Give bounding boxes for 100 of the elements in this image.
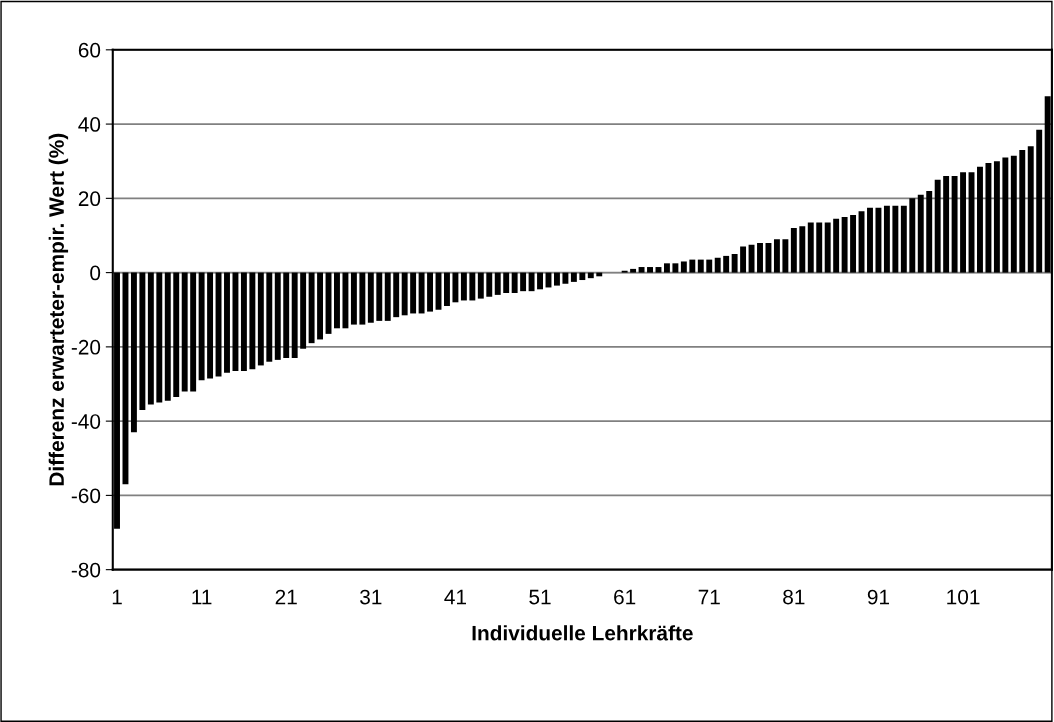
bar	[638, 267, 645, 273]
bar	[909, 198, 916, 273]
bar	[587, 272, 594, 279]
y-tick-label: 20	[78, 191, 101, 207]
bar	[714, 257, 721, 273]
bar	[537, 272, 543, 290]
bar	[469, 272, 476, 301]
bar	[528, 272, 535, 292]
bar	[164, 272, 171, 401]
x-tick-label: 101	[947, 589, 980, 605]
bar	[410, 272, 417, 314]
bar	[452, 272, 459, 303]
bar	[249, 272, 256, 370]
bar	[985, 163, 992, 273]
bar	[224, 272, 230, 373]
bar	[1019, 150, 1026, 273]
bar	[731, 254, 738, 273]
y-tick-label: -20	[71, 339, 101, 355]
bar	[393, 272, 400, 318]
x-tick-label: 11	[192, 589, 212, 605]
bar	[740, 246, 747, 273]
bar	[511, 272, 518, 294]
x-tick-label: 31	[360, 589, 382, 605]
bar	[757, 242, 763, 273]
bar	[782, 239, 789, 273]
bar	[274, 272, 281, 360]
bar	[418, 272, 425, 314]
bar	[147, 272, 154, 405]
bar	[883, 205, 890, 273]
bar	[308, 272, 315, 344]
bar	[841, 216, 848, 273]
bar	[917, 194, 924, 273]
bar	[900, 205, 907, 273]
bar	[291, 272, 298, 359]
bar	[198, 272, 205, 381]
x-tick-label: 91	[867, 589, 890, 605]
x-tick-label: 1	[112, 589, 122, 605]
bar	[934, 179, 941, 273]
bar	[697, 259, 704, 273]
bar	[672, 263, 679, 273]
x-axis-title: Individuelle Lehrkräfte	[472, 625, 693, 641]
bar	[850, 215, 857, 273]
bar	[816, 222, 823, 273]
bar	[317, 272, 324, 340]
x-tick-label: 81	[783, 589, 805, 605]
y-tick-label: 0	[90, 265, 101, 281]
bar	[494, 272, 501, 295]
bar	[367, 272, 374, 323]
bar	[790, 228, 797, 273]
bar	[240, 272, 247, 371]
bar	[943, 176, 950, 273]
bar	[444, 272, 450, 307]
bar	[723, 255, 730, 273]
bar	[680, 261, 687, 273]
bar	[503, 272, 510, 294]
bar	[232, 272, 239, 371]
bar	[139, 272, 146, 410]
bar	[266, 272, 273, 362]
bar	[427, 272, 434, 312]
bar	[173, 272, 180, 397]
bar	[156, 272, 163, 403]
bar	[867, 207, 873, 273]
bar	[570, 272, 577, 282]
bar	[773, 239, 780, 273]
bar	[663, 263, 670, 273]
y-tick-label: -40	[71, 414, 101, 429]
bar	[960, 172, 967, 273]
bar	[1027, 146, 1034, 273]
bar	[283, 272, 290, 359]
y-axis-title: Differenz erwarteter-empir. Wert (%)	[48, 133, 69, 486]
bar	[359, 272, 366, 325]
x-tick-label: 51	[529, 589, 551, 605]
bar	[181, 272, 188, 392]
bar	[926, 190, 933, 273]
bar	[342, 272, 349, 329]
bar	[647, 267, 653, 273]
bar	[993, 161, 1000, 273]
bar	[477, 272, 484, 299]
bar	[892, 205, 899, 273]
y-tick-label: -80	[71, 562, 101, 578]
bar	[207, 272, 214, 379]
bar	[460, 272, 467, 301]
bar	[1010, 155, 1017, 273]
bar	[630, 268, 637, 273]
bar	[257, 272, 264, 366]
bar	[833, 218, 840, 273]
bar	[655, 267, 662, 273]
bar	[384, 272, 391, 321]
bar	[520, 272, 527, 292]
bar	[1002, 157, 1009, 273]
bar	[190, 272, 197, 392]
bar	[562, 272, 569, 284]
bar	[951, 176, 958, 273]
bar	[300, 272, 307, 349]
x-tick-label: 41	[444, 589, 466, 605]
x-tick-label: 61	[614, 589, 636, 605]
bar	[579, 272, 586, 281]
bar	[706, 259, 713, 273]
bar	[376, 272, 383, 321]
bar	[875, 207, 882, 273]
